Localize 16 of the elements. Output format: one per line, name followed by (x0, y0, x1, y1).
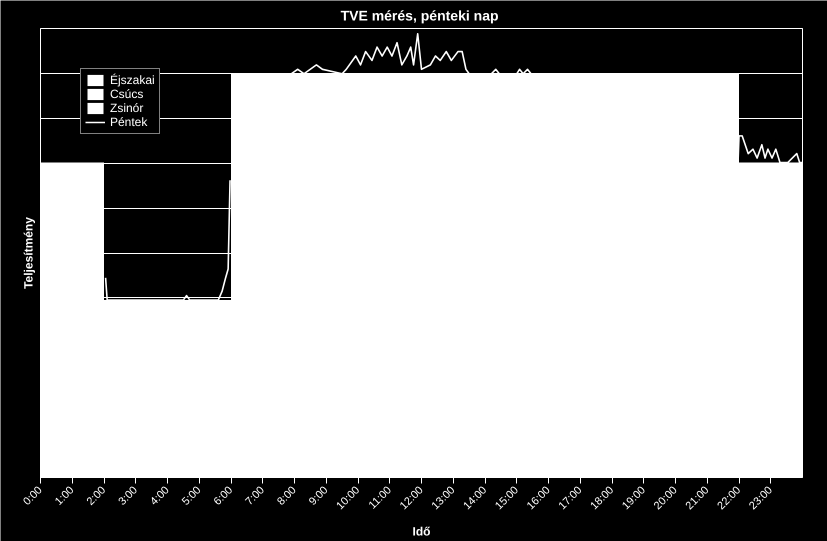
x-tick-label: 6:00 (212, 484, 236, 508)
x-tick-label: 7:00 (243, 484, 267, 508)
x-tick-label: 1:00 (52, 484, 76, 508)
x-axis-title: Idő (412, 524, 431, 538)
y-axis-title: Teljesítmény (22, 216, 36, 289)
x-tick-label: 0:00 (21, 484, 45, 508)
x-tick-label: 4:00 (148, 484, 172, 508)
legend-label: Csúcs (110, 87, 144, 101)
x-tick-label: 8:00 (275, 484, 299, 508)
x-tick-label: 5:00 (180, 484, 204, 508)
legend-label: Éjszakai (110, 73, 155, 87)
x-tick-label: 3:00 (116, 484, 140, 508)
x-tick-label: 9:00 (306, 484, 330, 508)
legend-label: Péntek (110, 115, 148, 129)
legend-label: Zsinór (110, 101, 144, 115)
chart-title: TVE mérés, pénteki nap (340, 8, 499, 24)
